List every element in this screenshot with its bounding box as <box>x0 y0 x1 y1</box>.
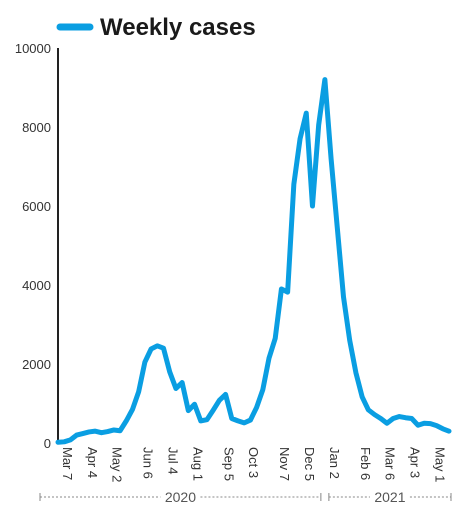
year-label: 2021 <box>374 489 405 505</box>
y-tick-label: 8000 <box>22 120 51 135</box>
x-axis: Mar 7 Apr 4 May 2 Jun 6 Jul 4 Aug 1 Sep 5 Oct 3… <box>60 447 447 482</box>
x-tick-label: Nov 7 <box>277 447 292 481</box>
series-layer <box>55 77 452 445</box>
x-tick-label: Apr 4 <box>85 447 100 478</box>
y-axis: 0 2000 4000 6000 8000 10000 <box>15 41 59 451</box>
x-tick-label: Feb 6 <box>358 447 373 480</box>
x-tick-label: Sep 5 <box>221 447 236 481</box>
x-tick-label: Aug 1 <box>190 447 205 481</box>
chart-legend: Weekly cases <box>56 14 256 41</box>
x-tick-label: Mar 6 <box>383 447 398 480</box>
x-tick-label: Oct 3 <box>246 447 261 478</box>
year-spans: 2020 2021 <box>39 489 452 505</box>
series-line-weekly-cases <box>55 77 452 445</box>
x-tick-label: May 1 <box>432 447 447 482</box>
x-tick-label: Jun 6 <box>141 447 156 479</box>
x-tick-label: Jul 4 <box>166 447 181 474</box>
year-label: 2020 <box>165 489 196 505</box>
x-tick-label: May 2 <box>110 447 125 482</box>
x-tick-label: Jan 2 <box>327 447 342 479</box>
legend-label: Weekly cases <box>100 14 256 41</box>
y-tick-label: 6000 <box>22 199 51 214</box>
y-tick-label: 4000 <box>22 278 51 293</box>
x-tick-label: Mar 7 <box>60 447 75 480</box>
y-tick-label: 2000 <box>22 357 51 372</box>
x-tick-label: Dec 5 <box>302 447 317 481</box>
y-tick-label: 10000 <box>15 41 51 56</box>
y-tick-label: 0 <box>44 436 51 451</box>
x-tick-label: Apr 3 <box>408 447 423 478</box>
